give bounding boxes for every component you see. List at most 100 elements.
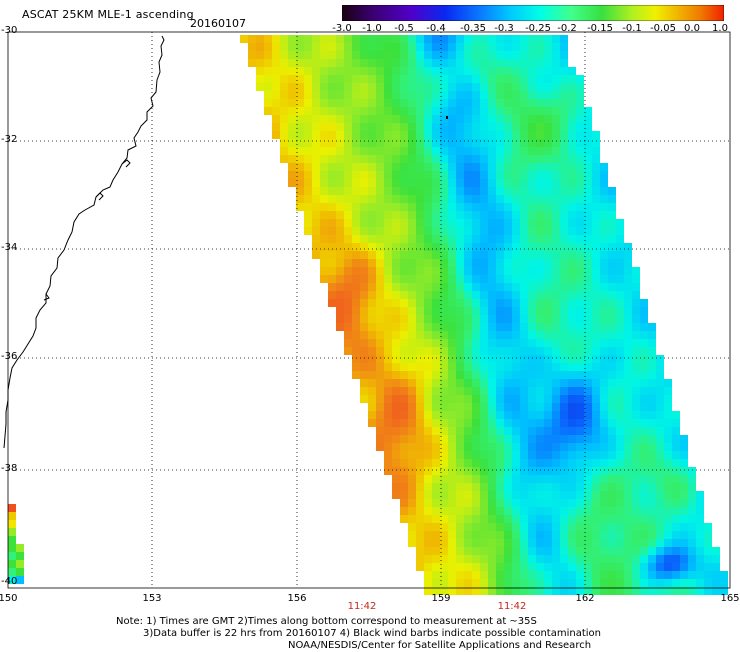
swath-cell bbox=[616, 291, 624, 299]
swath-cell bbox=[440, 315, 448, 323]
swath-cell bbox=[536, 587, 544, 595]
swath-cell bbox=[592, 491, 600, 499]
swath-cell bbox=[536, 363, 544, 371]
swath-cell bbox=[640, 411, 648, 419]
swath-cell bbox=[392, 211, 400, 219]
swath-cell bbox=[584, 379, 592, 387]
swath-cell bbox=[496, 283, 504, 291]
swath-cell bbox=[608, 563, 616, 571]
coast-inlet-3 bbox=[43, 293, 50, 301]
swath-cell bbox=[600, 291, 608, 299]
swath-cell bbox=[504, 163, 512, 171]
swath-cell bbox=[360, 163, 368, 171]
swath-cell bbox=[416, 243, 424, 251]
swath-cell bbox=[424, 99, 432, 107]
swath-cell bbox=[608, 347, 616, 355]
swath-cell bbox=[608, 475, 616, 483]
swath-cell bbox=[480, 427, 488, 435]
swath-cell bbox=[480, 459, 488, 467]
swath-cell bbox=[320, 115, 328, 123]
latitude-label: -36 bbox=[1, 351, 18, 362]
swath-cell bbox=[400, 387, 408, 395]
swath-cell bbox=[400, 323, 408, 331]
swath-cell bbox=[400, 67, 408, 75]
swath-cell bbox=[600, 419, 608, 427]
swath-cell bbox=[440, 203, 448, 211]
swath-cell bbox=[400, 139, 408, 147]
swath-cell bbox=[456, 243, 464, 251]
swath-cell bbox=[416, 171, 424, 179]
swath-cell bbox=[648, 331, 656, 339]
swath-cell bbox=[304, 179, 312, 187]
swath-cell bbox=[392, 475, 400, 483]
swath-cell bbox=[568, 539, 576, 547]
swath-cell bbox=[536, 123, 544, 131]
swath-cell bbox=[416, 299, 424, 307]
swath-cell bbox=[680, 515, 688, 523]
swath-cell bbox=[488, 387, 496, 395]
swath-cell bbox=[432, 459, 440, 467]
swath-cell bbox=[392, 171, 400, 179]
swath-cell bbox=[400, 131, 408, 139]
swath-cell bbox=[544, 323, 552, 331]
product-date: 20160107 bbox=[190, 17, 246, 30]
swath-cell bbox=[504, 459, 512, 467]
swath-cell bbox=[536, 179, 544, 187]
swath-cell bbox=[488, 235, 496, 243]
swath-cell bbox=[296, 171, 304, 179]
swath-cell bbox=[672, 539, 680, 547]
map-frame bbox=[7, 31, 731, 589]
swath-cell bbox=[376, 275, 384, 283]
swath-cell bbox=[512, 235, 520, 243]
swath-cell bbox=[528, 379, 536, 387]
swath-cell bbox=[656, 419, 664, 427]
swath-cell bbox=[576, 531, 584, 539]
swath-cell bbox=[704, 571, 712, 579]
swath-cell bbox=[664, 491, 672, 499]
swath-cell bbox=[288, 99, 296, 107]
swath-cell bbox=[528, 419, 536, 427]
swath-cell bbox=[456, 115, 464, 123]
swath-cell bbox=[560, 171, 568, 179]
swath-cell bbox=[584, 195, 592, 203]
swath-cell bbox=[360, 43, 368, 51]
swath-cell bbox=[480, 299, 488, 307]
swath-cell bbox=[648, 443, 656, 451]
swath-cell bbox=[496, 411, 504, 419]
swath-cell bbox=[376, 123, 384, 131]
swath-cell bbox=[424, 315, 432, 323]
swath-cell bbox=[560, 555, 568, 563]
swath-cell bbox=[480, 91, 488, 99]
swath-cell bbox=[592, 235, 600, 243]
swath-cell bbox=[448, 523, 456, 531]
swath-cell bbox=[552, 563, 560, 571]
swath-cell bbox=[352, 155, 360, 163]
swath-cell bbox=[432, 75, 440, 83]
swath-cell bbox=[688, 531, 696, 539]
swath-cell bbox=[544, 507, 552, 515]
swath-cell bbox=[536, 539, 544, 547]
swath-cell bbox=[344, 339, 352, 347]
swath-cell bbox=[464, 547, 472, 555]
swath-cell bbox=[296, 179, 304, 187]
swath-cell bbox=[648, 467, 656, 475]
swath-cell bbox=[344, 59, 352, 67]
swath-cell bbox=[608, 259, 616, 267]
swath-cell bbox=[424, 419, 432, 427]
swath-cell bbox=[584, 275, 592, 283]
swath-cell bbox=[552, 179, 560, 187]
edge-cell bbox=[8, 552, 16, 560]
swath-cell bbox=[464, 531, 472, 539]
swath-cell bbox=[280, 147, 288, 155]
swath-cell bbox=[552, 107, 560, 115]
swath-cell bbox=[256, 35, 264, 43]
swath-cell bbox=[520, 227, 528, 235]
swath-cell bbox=[440, 35, 448, 43]
swath-cell bbox=[488, 411, 496, 419]
swath-cell bbox=[432, 299, 440, 307]
swath-cell bbox=[432, 427, 440, 435]
swath-cell bbox=[488, 107, 496, 115]
swath-cell bbox=[656, 483, 664, 491]
swath-cell bbox=[448, 451, 456, 459]
swath-cell bbox=[480, 515, 488, 523]
